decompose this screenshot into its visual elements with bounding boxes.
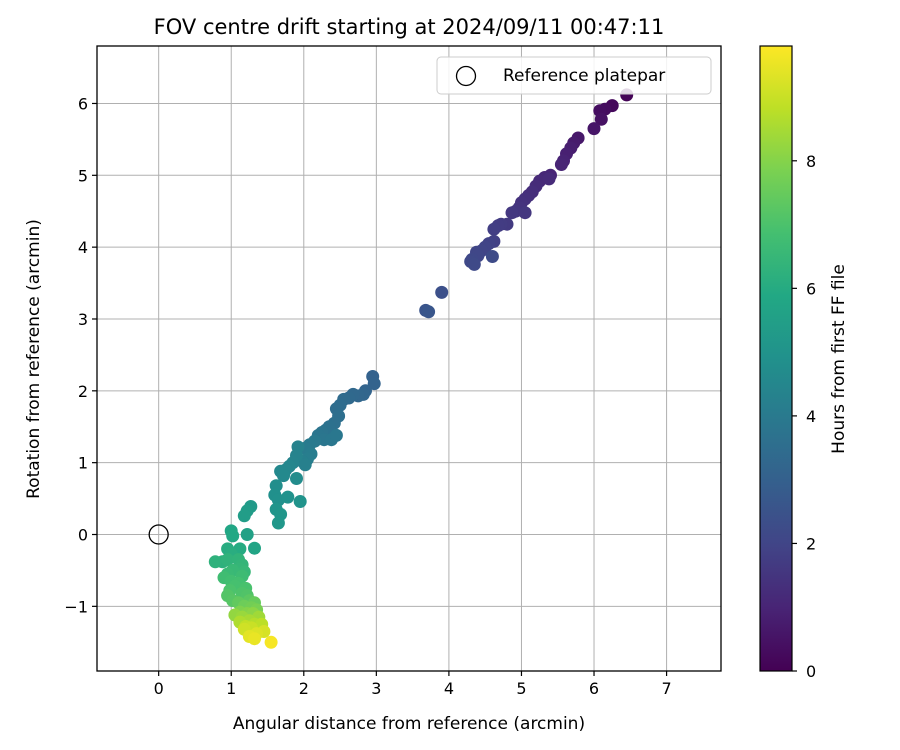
data-point — [208, 555, 222, 569]
legend-box — [436, 56, 712, 95]
data-points — [208, 88, 634, 649]
y-axis-label: Rotation from reference (arcmin) — [24, 219, 44, 499]
x-tick-label: 6 — [589, 679, 599, 698]
data-point — [271, 516, 285, 530]
colorbar-tick-label: 0 — [806, 662, 816, 681]
data-point — [367, 377, 381, 391]
x-tick-label: 1 — [226, 679, 236, 698]
reference-point — [148, 524, 169, 545]
y-tick-label: −1 — [64, 597, 88, 616]
data-point — [264, 635, 278, 649]
grid-lines — [97, 46, 721, 671]
colorbar-ticks: 0 2 4 6 8 — [792, 152, 816, 681]
data-point — [277, 469, 290, 483]
data-point — [290, 472, 303, 485]
y-tick-label: 0 — [78, 526, 88, 545]
chart-title: FOV centre drift starting at 2024/09/11 … — [154, 15, 665, 39]
data-point — [298, 458, 312, 472]
legend: Reference platepar — [436, 56, 712, 95]
data-point — [594, 112, 608, 126]
data-point — [518, 206, 532, 220]
x-tick-label: 0 — [154, 679, 164, 698]
data-point — [435, 285, 449, 299]
legend-marker — [455, 65, 477, 87]
data-point — [505, 206, 519, 220]
colorbar-tick-label: 8 — [806, 152, 816, 171]
data-point — [329, 428, 343, 442]
legend-label: Reference platepar — [503, 66, 665, 86]
colorbar-tick-label: 6 — [806, 279, 816, 298]
colorbar — [759, 45, 793, 672]
data-point — [221, 553, 235, 567]
y-tick-label: 1 — [78, 454, 88, 473]
colorbar-label: Hours from first FF file — [829, 264, 849, 454]
data-point — [281, 490, 295, 504]
colorbar-tick-label: 4 — [806, 407, 816, 426]
x-tick-label: 7 — [661, 679, 671, 698]
data-point — [240, 528, 254, 541]
data-point — [485, 250, 499, 263]
y-axis-ticks: −1 0 1 2 3 4 5 6 — [64, 94, 97, 616]
data-point — [554, 158, 568, 171]
data-point — [587, 122, 601, 136]
x-axis-ticks: 0 1 2 3 4 5 6 7 — [154, 671, 672, 698]
plot-frame — [96, 45, 722, 672]
y-tick-label: 2 — [78, 382, 88, 401]
data-point — [237, 509, 251, 523]
data-point — [487, 222, 501, 236]
colorbar-tick-label: 2 — [806, 534, 816, 553]
data-point — [248, 632, 261, 646]
data-point — [293, 495, 307, 508]
reference-marker — [148, 524, 169, 545]
y-tick-label: 5 — [78, 166, 88, 185]
data-point — [542, 172, 556, 186]
x-tick-label: 4 — [444, 679, 454, 698]
y-tick-label: 3 — [78, 310, 88, 329]
x-axis-label: Angular distance from reference (arcmin) — [233, 714, 585, 734]
x-tick-label: 2 — [299, 679, 309, 698]
x-tick-label: 3 — [371, 679, 381, 698]
y-tick-label: 4 — [78, 238, 88, 257]
data-point — [248, 541, 261, 555]
data-point — [467, 257, 481, 271]
data-point — [422, 305, 436, 319]
data-point — [226, 529, 240, 543]
x-tick-label: 5 — [516, 679, 526, 698]
y-tick-label: 6 — [78, 94, 88, 113]
